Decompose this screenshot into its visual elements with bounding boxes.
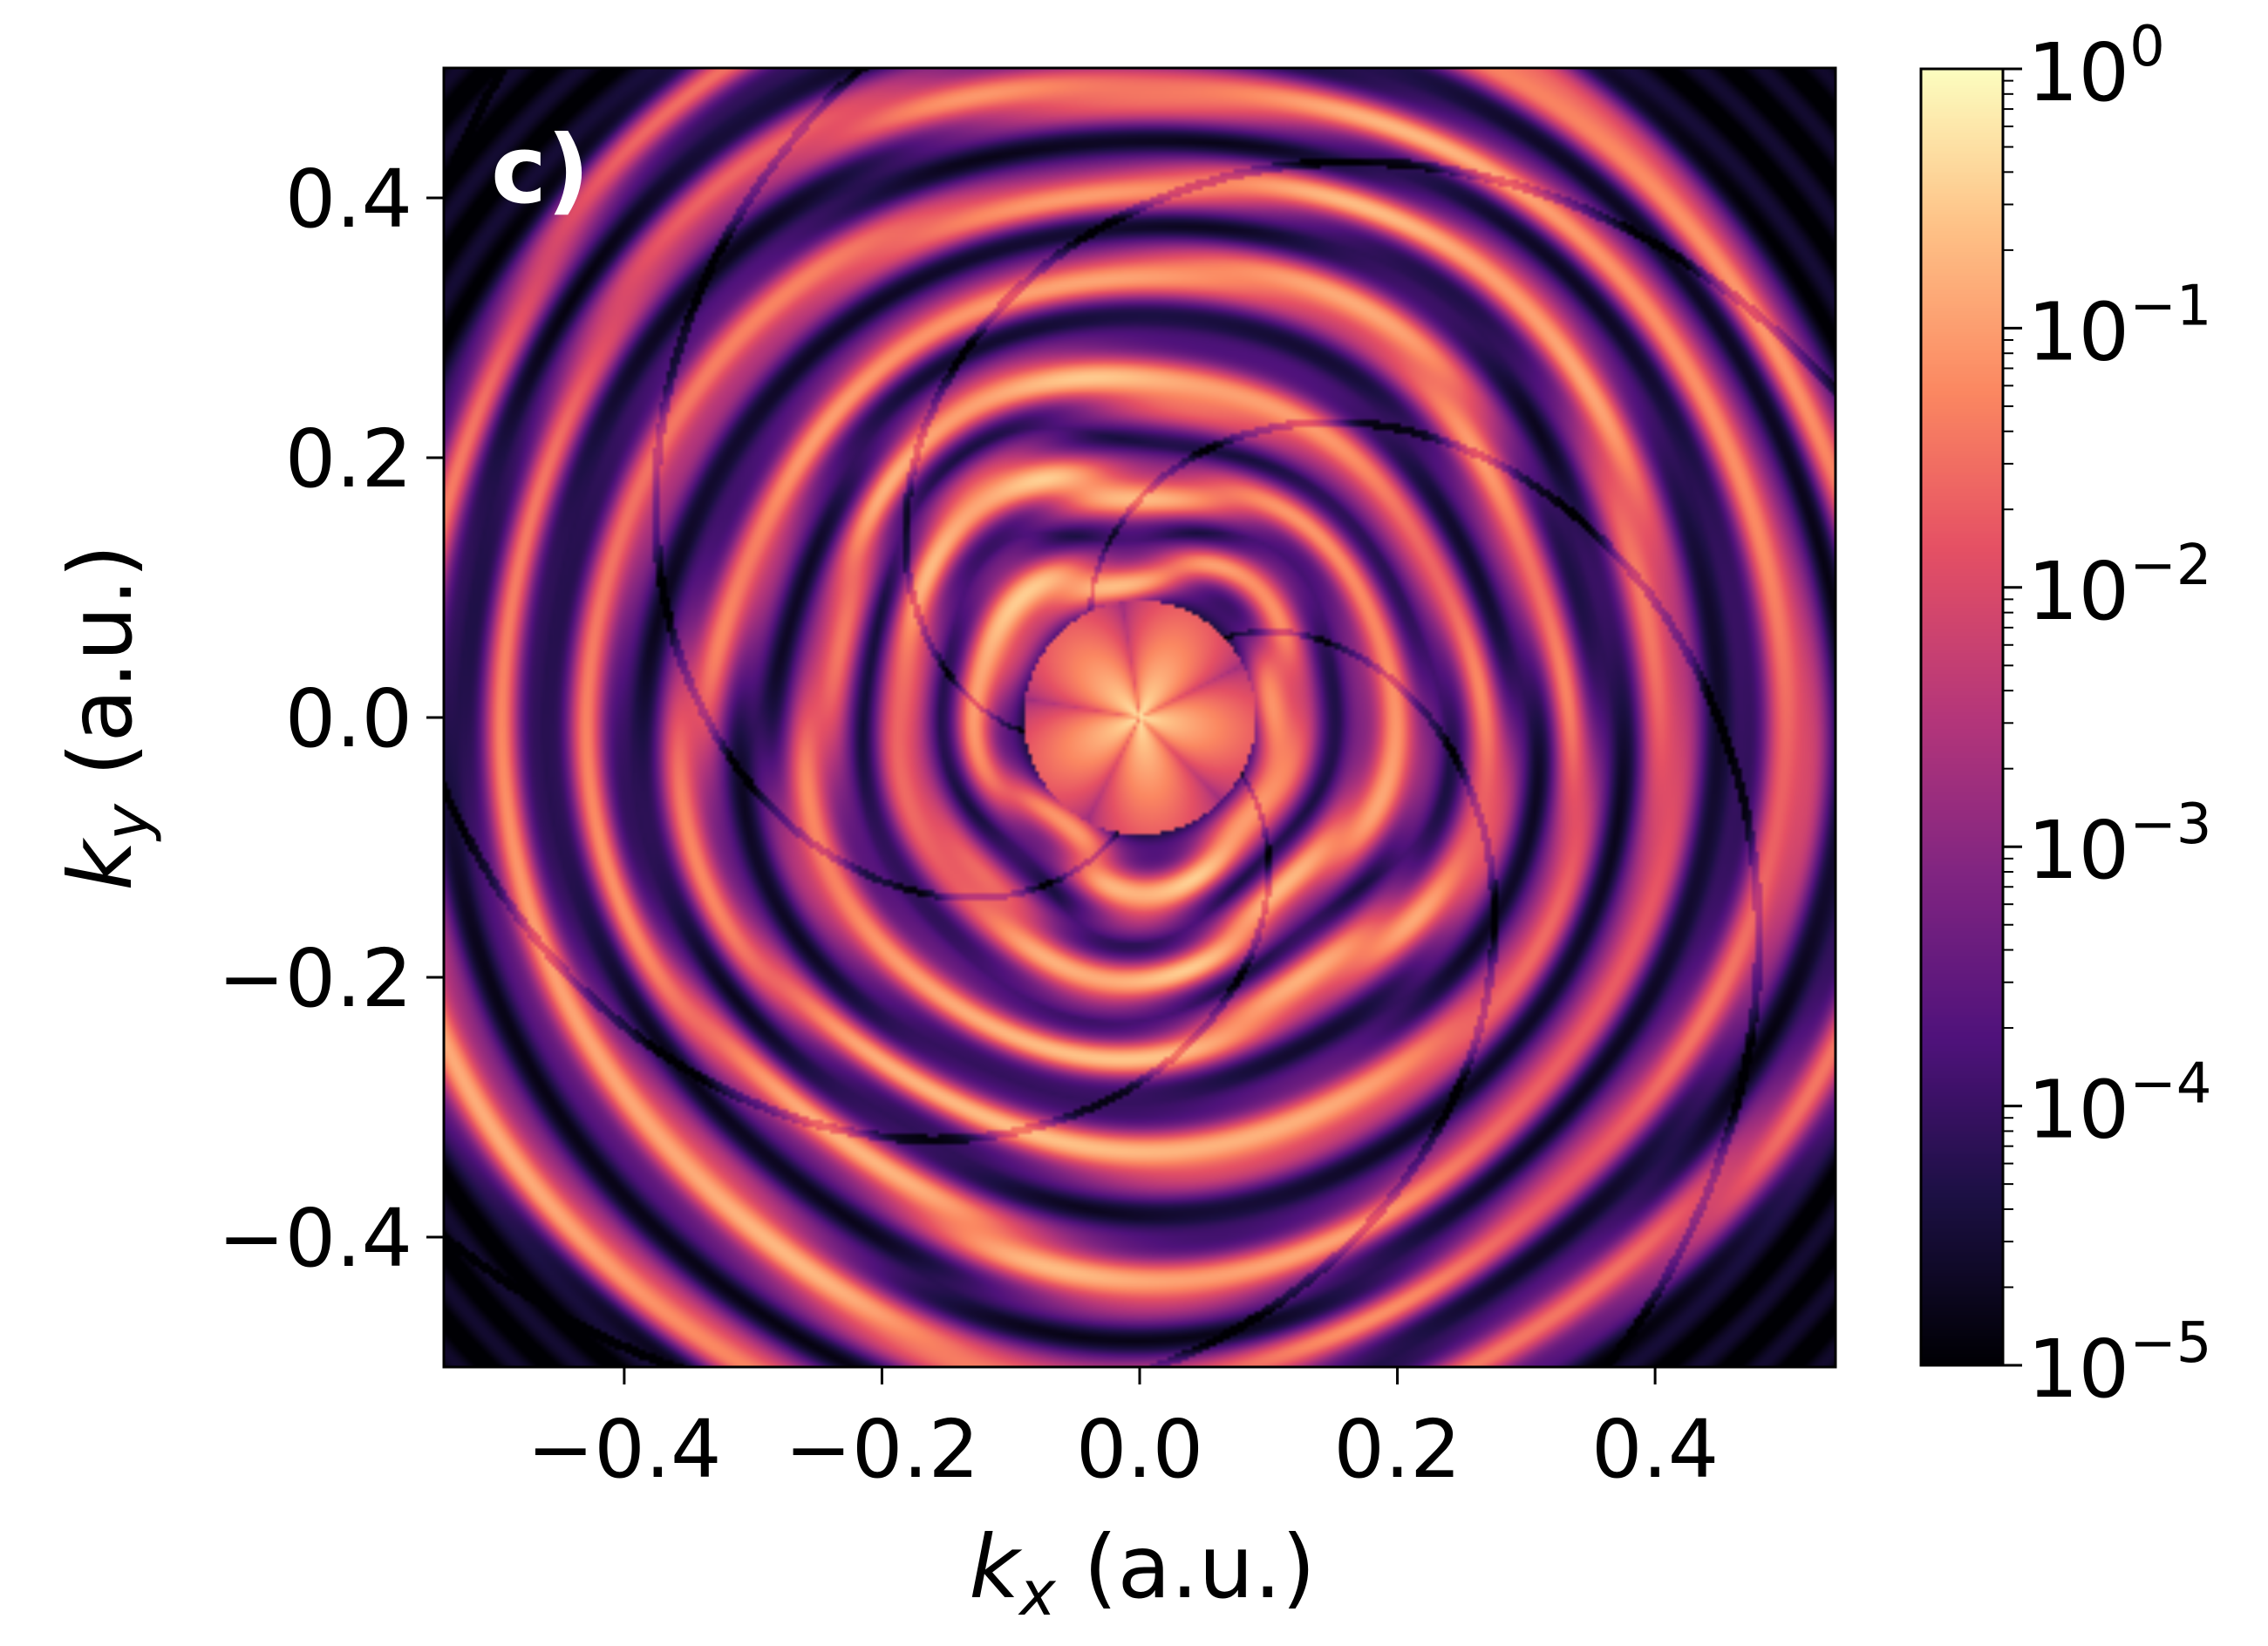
x-tick-label: 0.2 (1333, 1403, 1461, 1496)
y-axis-var: k (50, 837, 152, 891)
colorbar-tick-base: 10 (2027, 545, 2129, 638)
x-axis-sub: x (1018, 1558, 1056, 1629)
y-axis-ticks: −0.4 −0.2 0.0 0.2 0.4 (218, 153, 444, 1285)
x-axis-var: k (969, 1516, 1023, 1618)
colorbar-tick-base: 10 (2027, 26, 2129, 119)
colorbar-tick-exponent: 0 (2129, 15, 2165, 79)
x-axis-unit: (a.u.) (1056, 1516, 1316, 1618)
colorbar-frame (1919, 67, 2005, 1367)
colorbar-tick-label: 100 (2027, 15, 2165, 119)
colorbar-tick-label: 10−5 (2027, 1311, 2211, 1416)
x-axis-ticks: −0.4 −0.2 0.0 0.2 0.4 (527, 1367, 1719, 1496)
x-tick-label: −0.2 (785, 1403, 979, 1496)
colorbar-tick-label: 10−1 (2027, 274, 2211, 378)
colorbar-tick-exponent: −1 (2129, 274, 2211, 338)
colorbar-tick-exponent: −4 (2129, 1052, 2211, 1117)
colorbar-tick-base: 10 (2027, 1323, 2129, 1416)
colorbar-tick-base: 10 (2027, 804, 2129, 897)
heatmap-image (444, 68, 1836, 1367)
y-axis-title: ky (a.u.) (50, 544, 163, 890)
y-axis-unit: (a.u.) (50, 544, 152, 804)
y-axis-sub: y (92, 803, 163, 842)
colorbar-tick-exponent: −2 (2129, 534, 2211, 598)
colorbar-tick-base: 10 (2027, 1064, 2129, 1157)
x-tick-label: −0.4 (527, 1403, 721, 1496)
y-tick-label: 0.0 (285, 672, 412, 765)
y-tick-label: 0.4 (285, 153, 412, 246)
panel-label: c) (491, 116, 589, 225)
colorbar-tick-exponent: −5 (2129, 1311, 2211, 1376)
x-tick-label: 0.0 (1076, 1403, 1203, 1496)
x-axis-title: kx (a.u.) (969, 1516, 1315, 1629)
y-tick-label: 0.2 (285, 412, 412, 506)
y-tick-label: −0.4 (218, 1192, 412, 1285)
x-tick-label: 0.4 (1591, 1403, 1719, 1496)
colorbar-tick-label: 10−2 (2027, 534, 2211, 638)
colorbar-tick-base: 10 (2027, 285, 2129, 378)
colorbar-tick-exponent: −3 (2129, 792, 2211, 857)
colorbar-gradient (1921, 69, 2003, 1365)
plot-frame (442, 66, 1837, 1369)
y-tick-label: −0.2 (218, 932, 412, 1025)
colorbar-tick-label: 10−3 (2027, 792, 2211, 897)
colorbar-tick-label: 10−4 (2027, 1052, 2211, 1157)
